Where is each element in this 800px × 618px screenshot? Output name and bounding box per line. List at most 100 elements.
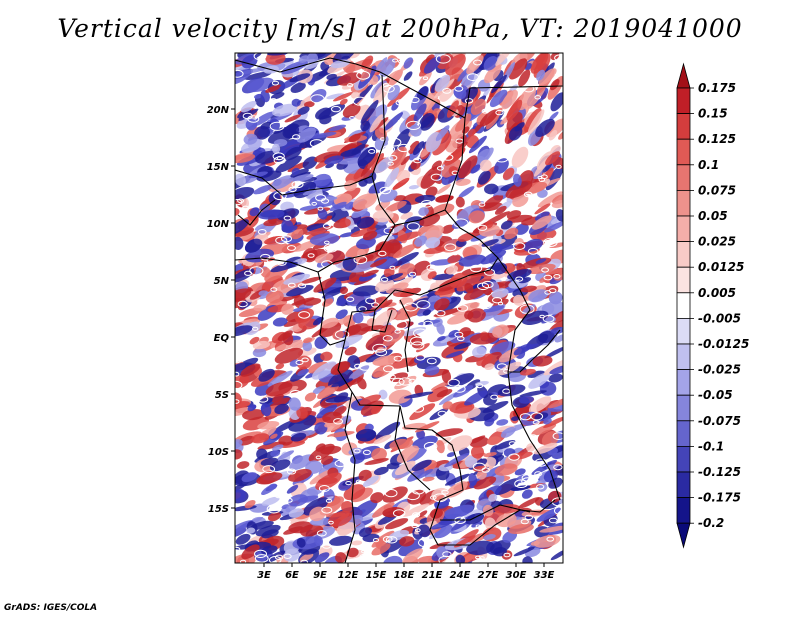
velocity-cell	[458, 186, 475, 198]
velocity-cell	[446, 452, 456, 458]
colorbar-label: -0.2	[698, 516, 724, 530]
velocity-cell	[478, 224, 501, 237]
contour-ring	[418, 538, 433, 548]
velocity-cell	[244, 238, 263, 253]
velocity-cell	[235, 173, 246, 187]
velocity-cell	[492, 324, 509, 338]
velocity-cell	[265, 290, 284, 304]
contour-ring	[388, 155, 398, 161]
contour-ring	[546, 536, 555, 542]
colorbar-label: -0.075	[698, 414, 741, 428]
velocity-cell	[538, 68, 557, 86]
colorbar-swatch	[676, 343, 691, 371]
velocity-cell	[544, 346, 563, 359]
contour-ring	[235, 356, 243, 364]
velocity-cell	[418, 207, 429, 216]
velocity-cell	[549, 364, 563, 375]
velocity-cell	[272, 317, 288, 327]
velocity-cell	[313, 277, 337, 293]
velocity-cell	[507, 269, 532, 280]
colorbar-label: 0.0125	[698, 260, 744, 274]
velocity-cell	[235, 227, 255, 237]
map-title: Vertical velocity [m/s] at 200hPa, VT: 2…	[57, 14, 743, 43]
contour-ring	[274, 493, 283, 499]
contour-ring	[426, 264, 437, 272]
velocity-cell	[283, 273, 311, 285]
velocity-cell	[549, 111, 559, 121]
colorbar-label: 0.175	[698, 81, 736, 95]
velocity-cell	[385, 282, 409, 294]
contour-ring	[297, 283, 307, 289]
contour-ring	[393, 320, 408, 330]
velocity-cell	[356, 236, 376, 250]
velocity-cell	[417, 524, 431, 538]
velocity-cell	[483, 194, 504, 209]
colorbar-label: 0.05	[698, 209, 728, 223]
contour-ring	[270, 98, 277, 103]
velocity-cell	[290, 297, 315, 306]
colorbar-swatch	[676, 164, 691, 191]
velocity-cell	[235, 219, 249, 235]
velocity-cell	[375, 279, 395, 292]
velocity-cell	[530, 540, 540, 546]
contour-ring	[362, 449, 371, 455]
velocity-cell	[521, 489, 533, 499]
lat-label: 10S	[208, 447, 229, 458]
colorbar-label: -0.1	[698, 439, 724, 453]
contour-ring	[435, 54, 451, 64]
contour-ring	[253, 53, 267, 61]
contour-ring	[527, 247, 539, 255]
velocity-cell	[375, 200, 391, 211]
contour-ring	[514, 479, 528, 489]
border-line	[440, 504, 531, 521]
velocity-cell	[290, 432, 307, 442]
velocity-cell	[480, 249, 507, 265]
velocity-cell	[290, 168, 309, 178]
velocity-cell	[550, 53, 560, 61]
velocity-cell	[546, 464, 560, 470]
lon-label: 12E	[338, 570, 359, 581]
velocity-cell	[458, 155, 478, 179]
velocity-cell	[455, 196, 465, 208]
contour-ring	[346, 296, 355, 302]
contour-ring	[403, 347, 410, 352]
contour-ring	[523, 85, 535, 93]
contour-ring	[247, 115, 260, 123]
velocity-cell	[393, 195, 406, 202]
velocity-cell	[235, 373, 250, 389]
velocity-cell	[336, 297, 348, 306]
velocity-cell	[430, 282, 440, 292]
velocity-cell	[514, 223, 529, 235]
velocity-cell	[327, 431, 355, 438]
velocity-cell	[235, 288, 252, 304]
velocity-cell	[511, 416, 520, 421]
velocity-cell	[310, 89, 327, 103]
velocity-cell	[419, 113, 435, 131]
border-line	[237, 199, 276, 226]
velocity-cell	[463, 286, 487, 301]
velocity-cell	[409, 403, 436, 421]
velocity-cell	[483, 305, 505, 313]
contour-ring	[347, 83, 354, 88]
colorbar-swatch	[676, 445, 691, 473]
contour-ring	[324, 240, 330, 245]
velocity-cell	[548, 477, 563, 489]
contour-ring	[403, 80, 414, 87]
contour-ring	[494, 153, 509, 163]
velocity-cell	[483, 534, 496, 540]
velocity-cell	[407, 468, 425, 482]
velocity-cell	[399, 536, 415, 547]
colorbar-swatch	[676, 497, 691, 524]
contour-ring	[423, 320, 434, 328]
contour-ring	[254, 554, 269, 563]
velocity-cell	[432, 133, 452, 156]
contour-ring	[444, 243, 457, 252]
contour-ring	[508, 453, 520, 461]
velocity-cell	[491, 273, 506, 280]
velocity-cell	[550, 78, 560, 91]
velocity-cell	[373, 82, 390, 105]
velocity-cell	[411, 459, 432, 472]
velocity-cell	[314, 552, 330, 563]
contour-ring	[530, 412, 544, 421]
